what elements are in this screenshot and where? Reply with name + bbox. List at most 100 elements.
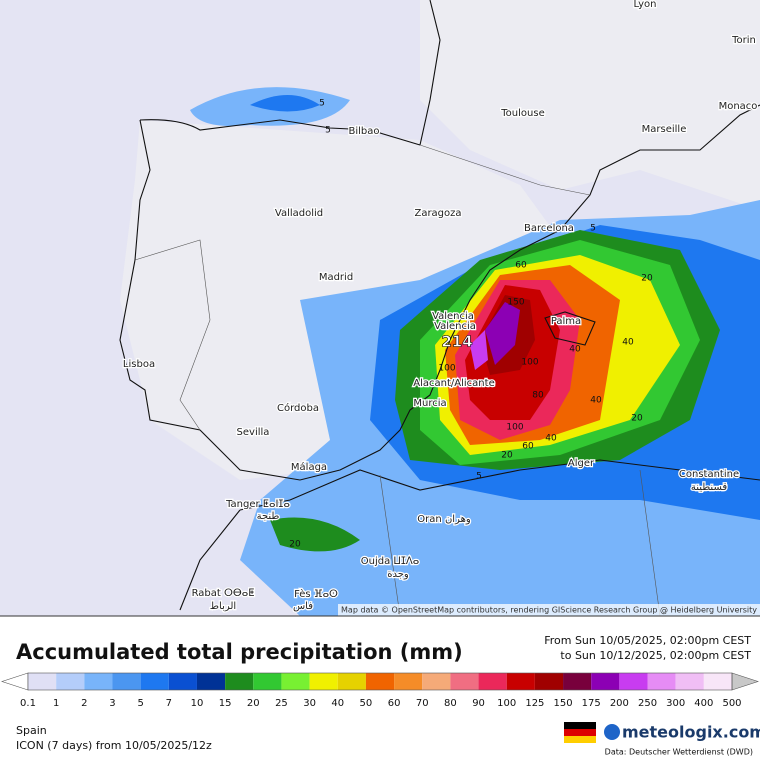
scale-box	[196, 673, 226, 690]
scale-box	[478, 673, 507, 690]
contour-label: 100	[506, 423, 523, 433]
scale-box	[365, 673, 395, 690]
coastline	[119, 104, 760, 481]
city-label: Lisboa	[123, 359, 155, 370]
city-label: Málaga	[291, 461, 327, 473]
contour-label: 20	[501, 451, 513, 461]
scale-box	[281, 673, 310, 690]
scale-tick-label: 300	[666, 698, 685, 709]
brand-logo	[604, 724, 620, 740]
source: Data: Deutscher Wetterdienst (DWD)	[605, 748, 753, 757]
contour-label: 5	[590, 224, 596, 234]
city-label: Oran وهران	[417, 514, 471, 525]
city-label: Fès ⴼⴰⵙ	[294, 588, 338, 600]
scale-tick-label: 150	[553, 698, 572, 709]
scale-box	[675, 673, 704, 690]
scale-box	[309, 673, 338, 690]
contour-label: 40	[590, 396, 602, 406]
scale-tick-label: 2	[81, 698, 87, 709]
city-label: Oujda ⵡⵊⴷⴰ	[361, 556, 420, 567]
precip-area	[270, 517, 360, 552]
scale-tick-label: 5	[137, 698, 143, 709]
scale-tick-label: 25	[275, 698, 288, 709]
precip-area	[470, 330, 488, 370]
precip-area	[250, 95, 320, 112]
scale-tick-label: 60	[388, 698, 401, 709]
city-label: Palma	[551, 316, 581, 327]
scale-tick-label: 15	[219, 698, 232, 709]
scale-box	[168, 673, 197, 690]
coastline	[419, 0, 441, 146]
scale-box	[534, 673, 564, 690]
coastline	[544, 311, 596, 346]
scale-box	[394, 673, 423, 690]
city-label: Madrid	[319, 272, 353, 283]
scale-frame	[27, 672, 733, 691]
scale-arrow	[731, 672, 759, 691]
city-label: Sevilla	[237, 427, 270, 438]
scale-tick-label: 200	[610, 698, 629, 709]
scale-arrow	[1, 672, 29, 691]
scale-box	[619, 673, 648, 690]
contour-label: 60	[522, 442, 534, 452]
period-from: From Sun 10/05/2025, 02:00pm CEST	[544, 634, 751, 647]
city-label: Valladolid	[275, 208, 323, 219]
contour-label: 20	[641, 274, 653, 284]
city-label: Alger	[568, 458, 595, 469]
contour-label: 5	[476, 472, 482, 482]
city-label: Valencia	[434, 321, 476, 332]
attribution: Map data © OpenStreetMap contributors, r…	[341, 606, 757, 615]
scale-box	[84, 673, 113, 690]
contour-label: 100	[438, 364, 455, 374]
scale-tick-label: 90	[472, 698, 485, 709]
city-label: Rabat ⵔⴱⴰⵟ	[192, 588, 255, 599]
city-label: الرباط	[210, 601, 236, 612]
city-label: Córdoba	[277, 402, 319, 414]
land-dry	[420, 0, 760, 210]
scale-tick-label: 125	[525, 698, 544, 709]
city-label: قسنطينة	[691, 482, 728, 493]
city-label: Zaragoza	[414, 208, 461, 219]
scale-tick-label: 10	[191, 698, 204, 709]
scale-tick-label: 20	[247, 698, 260, 709]
city-label: وجدة	[387, 569, 409, 580]
city-label: Barcelona	[524, 223, 574, 234]
city-label: Valencia	[432, 311, 474, 322]
region: Spain	[16, 724, 47, 737]
coastline	[179, 459, 760, 611]
scale-box	[703, 673, 732, 690]
contour-label: 80	[532, 391, 544, 401]
scale-box	[28, 673, 57, 690]
scale-tick-label: 400	[694, 698, 713, 709]
scale-box	[647, 673, 676, 690]
city-label: Marseille	[642, 124, 687, 135]
contour-label: 40	[545, 434, 557, 444]
city-label: Monaco	[719, 101, 758, 112]
scale-box	[591, 673, 620, 690]
attribution-bg	[338, 604, 760, 616]
contour-label: 5	[325, 126, 331, 136]
flag-stripe	[564, 722, 596, 729]
contour-label: 40	[569, 345, 581, 355]
scale-tick-label: 1	[53, 698, 59, 709]
max-label: 214	[441, 333, 472, 351]
scale-tick-label: 70	[416, 698, 429, 709]
scale-box	[56, 673, 85, 690]
city-label: Toulouse	[500, 108, 544, 119]
contour-label: 100	[521, 358, 538, 368]
contour-label: 40	[622, 338, 634, 348]
contour-label: 60	[515, 261, 527, 271]
scale-tick-label: 7	[166, 698, 172, 709]
contour-label: 5	[319, 99, 325, 109]
scale-tick-label: 175	[582, 698, 601, 709]
border	[134, 144, 661, 617]
scale-box	[112, 673, 141, 690]
model: ICON (7 days) from 10/05/2025/12z	[16, 739, 212, 752]
flag-stripe	[564, 736, 596, 743]
scale-box	[506, 673, 535, 690]
scale-tick-label: 3	[109, 698, 115, 709]
scale-box	[225, 673, 254, 690]
scale-box	[337, 673, 366, 690]
scale-tick-label: 40	[331, 698, 344, 709]
flag	[564, 722, 596, 743]
